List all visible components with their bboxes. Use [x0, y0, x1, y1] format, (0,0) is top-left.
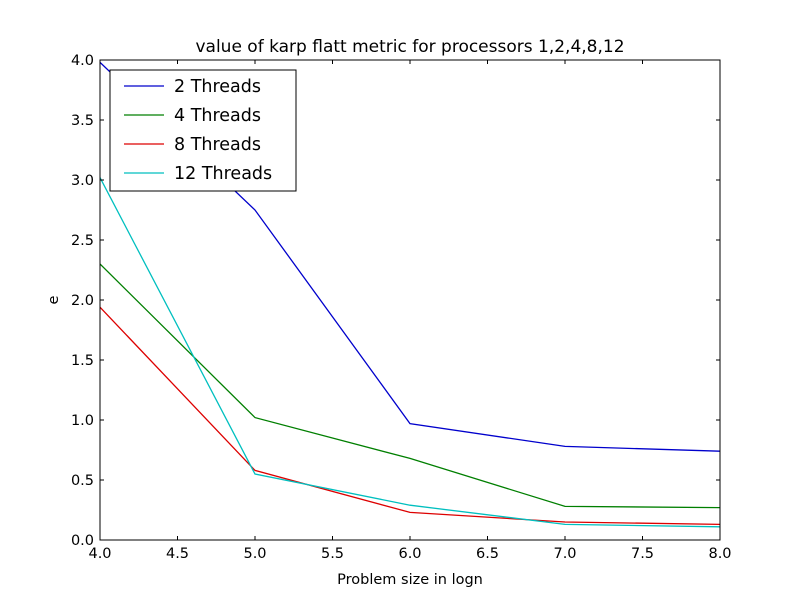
series-line-4-threads	[100, 263, 720, 509]
x-tick-label: 4.0	[88, 546, 111, 562]
x-tick-label: 6.5	[476, 546, 499, 562]
y-tick-label: 2.0	[71, 293, 94, 309]
x-tick-label: 7.5	[631, 546, 654, 562]
y-tick-label: 1.0	[71, 413, 94, 429]
x-tick-label: 4.5	[166, 546, 189, 562]
legend-label-2-threads: 2 Threads	[174, 77, 261, 97]
chart-title: value of karp flatt metric for processor…	[195, 37, 624, 57]
y-axis-title: e	[46, 295, 62, 304]
y-tick-label: 3.5	[71, 113, 94, 129]
y-tick-label: 0.5	[71, 473, 94, 489]
legend-label-8-threads: 8 Threads	[174, 135, 261, 155]
legend-label-12-threads: 12 Threads	[174, 164, 272, 184]
y-tick-label: 0.0	[71, 533, 94, 549]
series-line-8-threads	[100, 306, 720, 526]
x-tick-label: 5.5	[321, 546, 344, 562]
legend: 2 Threads 4 Threads 8 Threads 12 Threads	[109, 69, 297, 192]
x-tick-label: 5.0	[243, 546, 266, 562]
x-tick-label: 7.0	[553, 546, 576, 562]
legend-frame	[109, 69, 297, 192]
x-tick-label: 6.0	[398, 546, 421, 562]
x-axis-title: Problem size in logn	[337, 572, 483, 588]
x-tick-label: 8.0	[708, 546, 731, 562]
y-tick-label: 2.5	[71, 233, 94, 249]
y-tick-label: 3.0	[71, 173, 94, 189]
y-tick-label: 1.5	[71, 353, 94, 369]
ticks-layer: 4.0 4.5 5.0 5.5 6.0 6.5 7.0 7.5 8.0 0.0 0.5 1.0 1.5 2…	[71, 53, 732, 562]
y-tick-label: 4.0	[71, 53, 94, 69]
series-line-12-threads	[100, 177, 720, 528]
legend-label-4-threads: 4 Threads	[174, 106, 261, 126]
